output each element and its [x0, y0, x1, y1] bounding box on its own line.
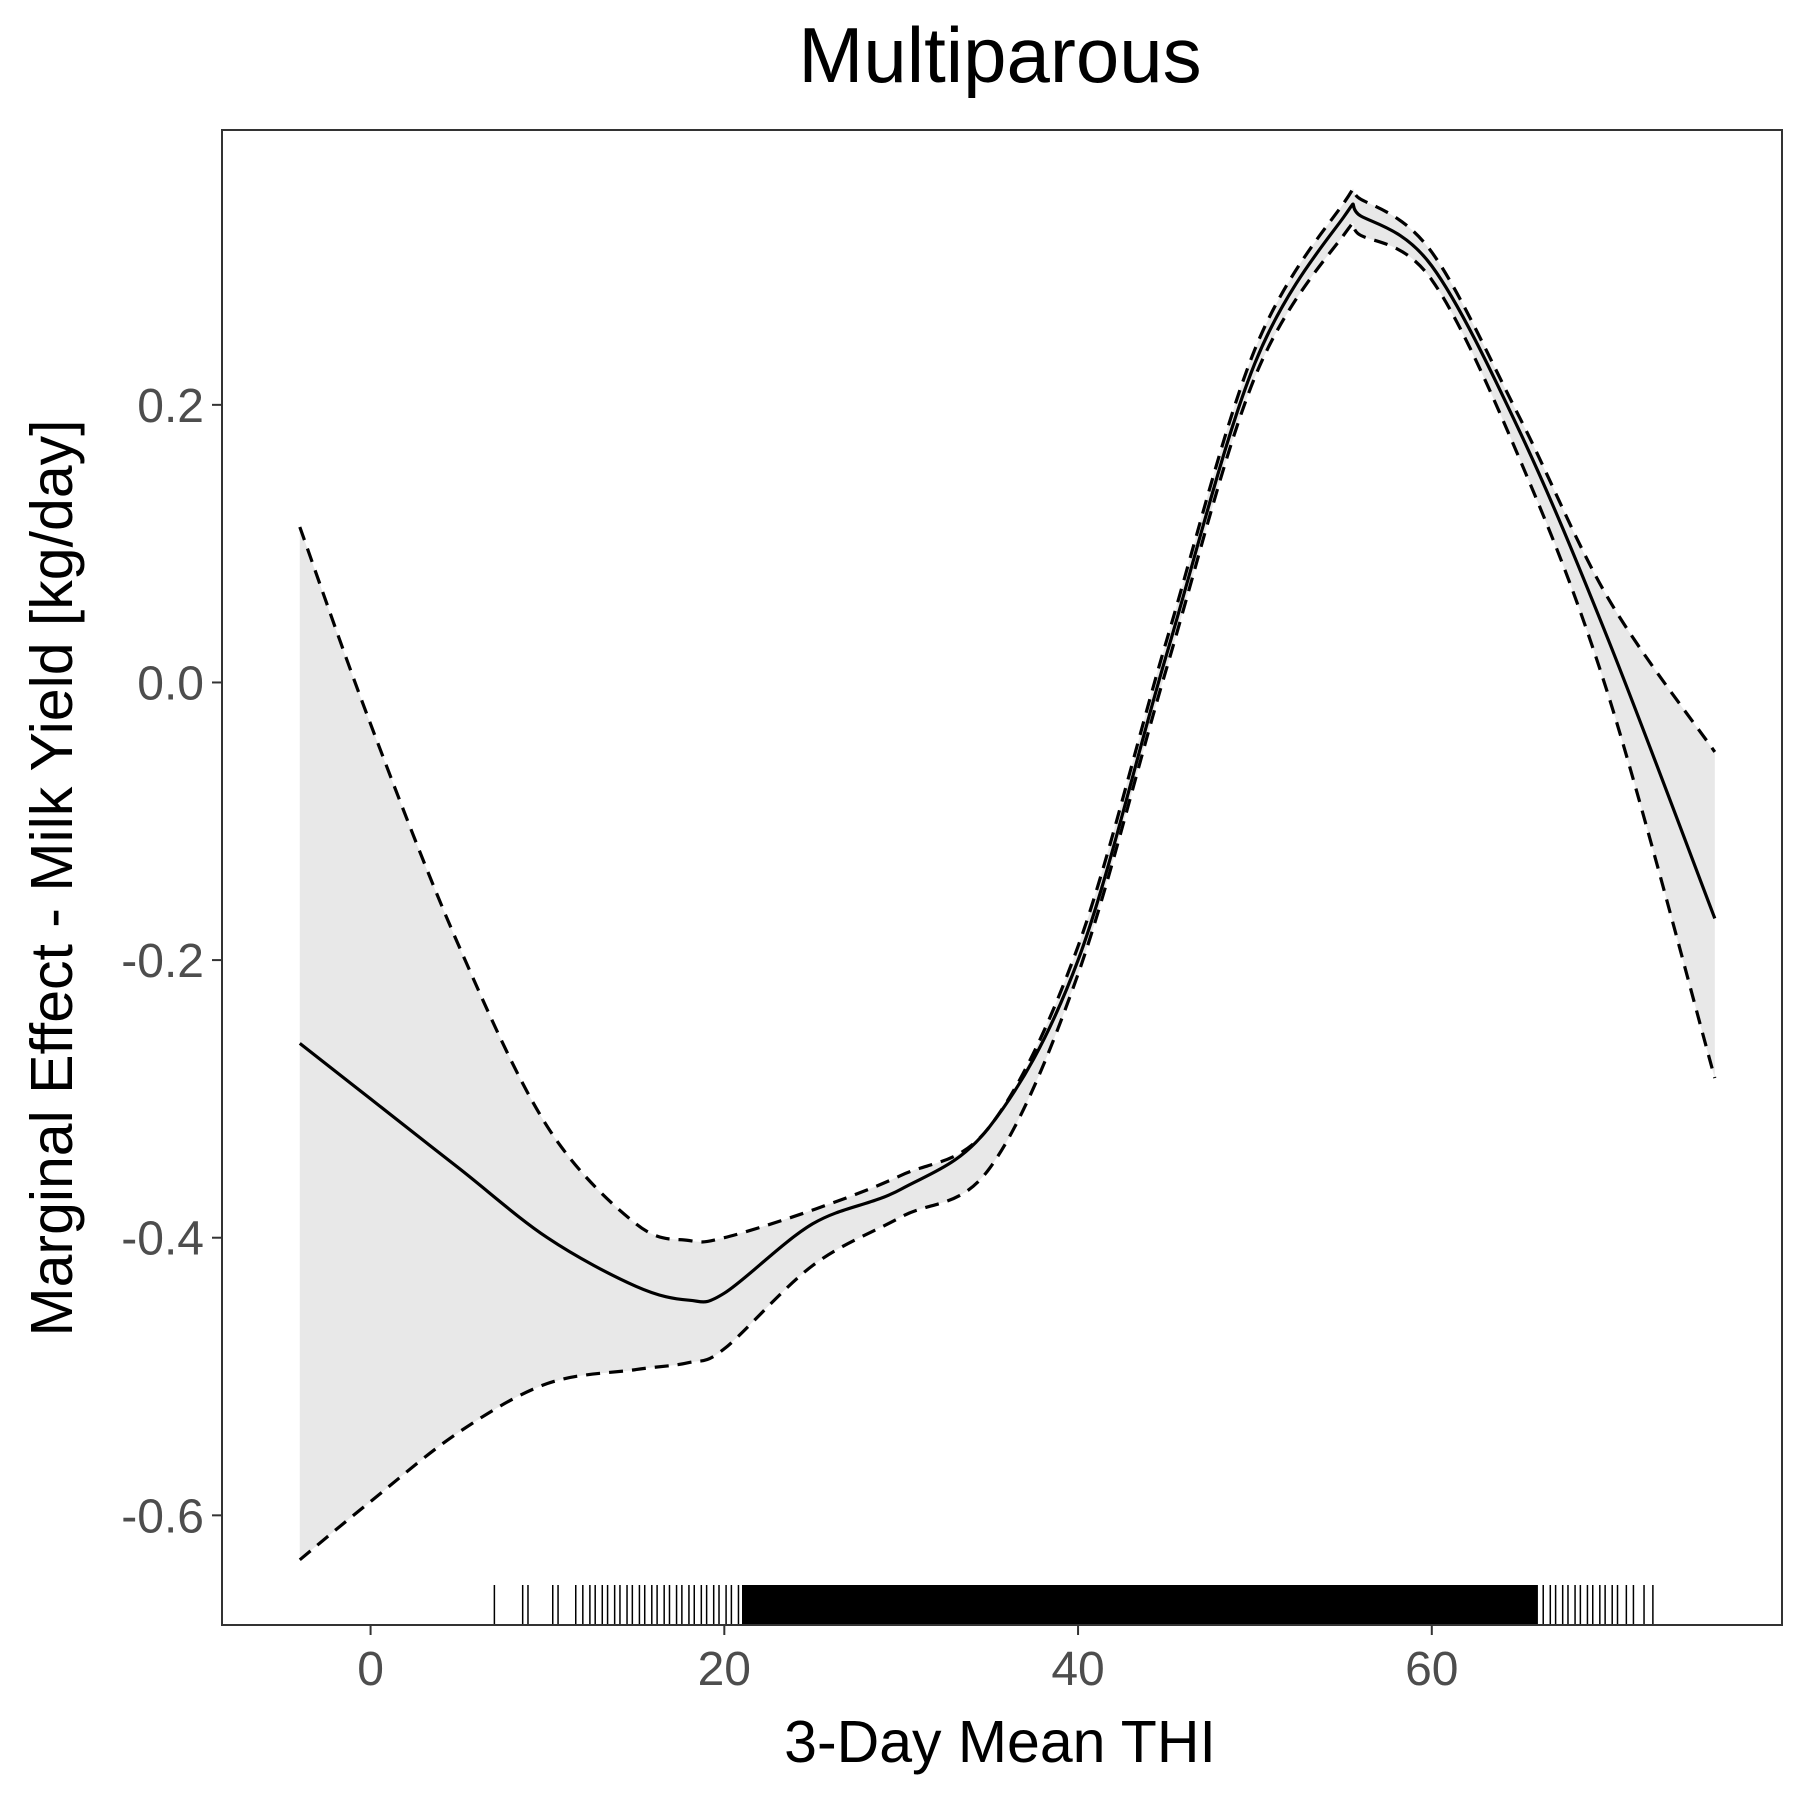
- x-tick-label: 20: [698, 1643, 751, 1696]
- y-axis: 0.2 0.0 -0.2 -0.4 -0.6: [121, 380, 222, 1543]
- plot-area: [298, 187, 1717, 1625]
- y-axis-label: Marginal Effect - Milk Yield [kg/day]: [19, 419, 85, 1336]
- lower-bound-line: [298, 221, 1717, 1562]
- panel-border: [221, 129, 1783, 1626]
- fitted-line: [298, 202, 1717, 1304]
- y-tick-label: 0.0: [137, 657, 204, 710]
- x-tick-label: 60: [1405, 1643, 1458, 1696]
- chart-title: Multiparous: [798, 11, 1201, 99]
- y-tick-label: -0.2: [121, 935, 204, 988]
- x-axis-label: 3-Day Mean THI: [784, 1709, 1216, 1775]
- rug-marks: [493, 1585, 1654, 1625]
- rug-dense-band: [742, 1585, 1538, 1625]
- y-tick-label: -0.4: [121, 1213, 204, 1266]
- x-axis: 0 20 40 60: [357, 1625, 1458, 1696]
- x-tick-label: 0: [357, 1643, 384, 1696]
- y-tick-label: -0.6: [121, 1490, 204, 1543]
- confidence-ribbon: [299, 188, 1715, 1560]
- y-tick-label: 0.2: [137, 380, 204, 433]
- x-tick-label: 40: [1051, 1643, 1104, 1696]
